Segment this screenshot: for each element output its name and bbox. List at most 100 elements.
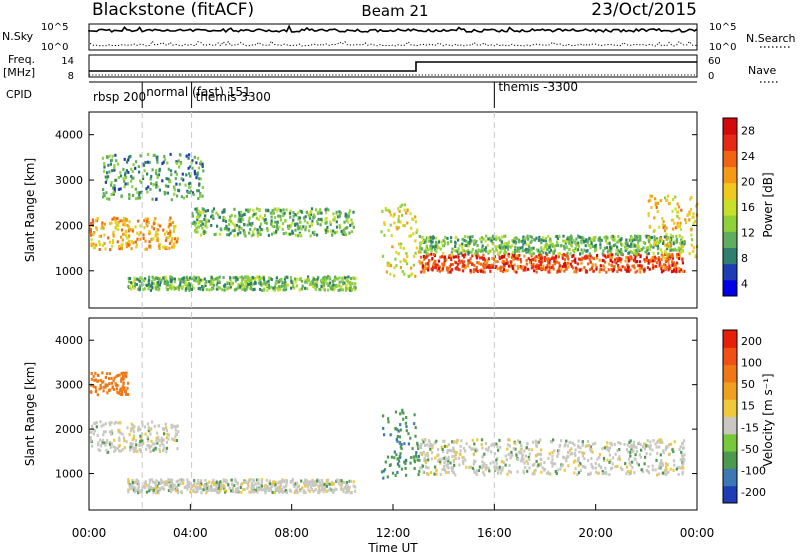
echo-cell — [550, 257, 553, 260]
echo-cell — [99, 438, 102, 442]
echo-cell — [114, 178, 117, 182]
echo-cell — [438, 457, 441, 461]
echo-cell — [541, 256, 544, 260]
echo-cell — [132, 448, 135, 452]
echo-cell — [105, 448, 108, 452]
echo-cell — [273, 207, 276, 211]
echo-cell — [433, 261, 436, 265]
echo-cell — [427, 473, 430, 476]
echo-cell — [203, 277, 206, 281]
echo-cell — [571, 240, 574, 244]
echo-cell — [464, 250, 467, 253]
echo-cell — [193, 220, 196, 224]
echo-cell — [542, 247, 545, 251]
echo-cell — [626, 470, 629, 474]
echo-cell — [235, 287, 238, 291]
echo-cell — [121, 219, 124, 223]
echo-cell — [617, 457, 620, 461]
echo-cell — [610, 264, 613, 267]
echo-cell — [598, 452, 602, 456]
echo-cell — [409, 234, 412, 238]
echo-cell — [650, 257, 653, 261]
echo-cell — [174, 177, 177, 181]
velocity-colorbar-label: Velocity [m s⁻¹] — [761, 373, 775, 466]
echo-cell — [99, 234, 102, 238]
echo-cell — [630, 236, 633, 240]
echo-cell — [138, 444, 141, 447]
echo-cell — [227, 233, 231, 237]
echo-cell — [629, 439, 632, 443]
echo-cell — [168, 246, 171, 250]
echo-cell — [142, 279, 145, 283]
echo-cell — [157, 288, 160, 292]
echo-cell — [562, 456, 566, 460]
echo-cell — [427, 248, 430, 252]
echo-cell — [389, 463, 392, 467]
echo-cell — [349, 223, 352, 227]
echo-cell — [130, 174, 133, 178]
echo-cell — [396, 435, 399, 438]
echo-cell — [155, 436, 158, 440]
echo-cell — [504, 261, 507, 265]
echo-cell — [441, 255, 444, 259]
echo-cell — [94, 429, 97, 433]
echo-cell — [117, 187, 120, 191]
echo-cell — [148, 489, 151, 493]
echo-cell — [454, 266, 457, 270]
echo-cell — [421, 261, 424, 265]
echo-cell — [475, 256, 478, 260]
echo-cell — [568, 241, 571, 245]
echo-cell — [109, 423, 112, 427]
echo-cell — [273, 288, 276, 292]
echo-cell — [121, 238, 124, 242]
echo-cell — [320, 285, 323, 288]
echo-cell — [128, 229, 131, 233]
echo-cell — [655, 261, 658, 265]
echo-cell — [437, 453, 440, 457]
echo-cell — [218, 275, 221, 279]
echo-cell — [434, 263, 437, 267]
echo-cell — [253, 227, 256, 231]
echo-cell — [430, 451, 434, 455]
echo-cell — [668, 254, 671, 258]
echo-cell — [398, 464, 401, 468]
echo-cell — [313, 233, 316, 236]
echo-cell — [155, 276, 158, 280]
echo-cell — [200, 479, 203, 483]
echo-cell — [286, 275, 289, 279]
echo-cell — [323, 288, 326, 292]
echo-cell — [550, 266, 553, 269]
echo-cell — [484, 239, 487, 243]
echo-cell — [462, 456, 465, 460]
echo-cell — [668, 452, 671, 456]
echo-cell — [517, 458, 520, 461]
echo-cell — [263, 287, 266, 291]
echo-cell — [267, 284, 270, 288]
echo-cell — [244, 234, 247, 238]
echo-cell — [194, 207, 197, 211]
echo-cell — [314, 482, 318, 486]
colorbar-tick-label: 8 — [741, 252, 748, 265]
echo-cell — [170, 278, 173, 282]
echo-cell — [230, 281, 233, 285]
echo-cell — [537, 248, 540, 252]
echo-cell — [170, 423, 173, 427]
echo-cell — [538, 260, 541, 263]
echo-cell — [554, 462, 557, 466]
echo-cell — [258, 225, 262, 229]
echo-cell — [455, 451, 458, 455]
echo-cell — [102, 226, 105, 230]
echo-cell — [278, 285, 281, 289]
echo-cell — [242, 487, 245, 491]
echo-cell — [664, 257, 667, 261]
echo-cell — [110, 381, 113, 385]
echo-cell — [166, 483, 169, 487]
echo-cell — [399, 260, 402, 264]
echo-cell — [288, 488, 291, 492]
echo-cell — [450, 240, 453, 243]
echo-cell — [293, 491, 296, 494]
echo-cell — [613, 265, 616, 268]
echo-cell — [99, 420, 102, 424]
echo-cell — [124, 217, 127, 221]
echo-cell — [654, 264, 658, 268]
